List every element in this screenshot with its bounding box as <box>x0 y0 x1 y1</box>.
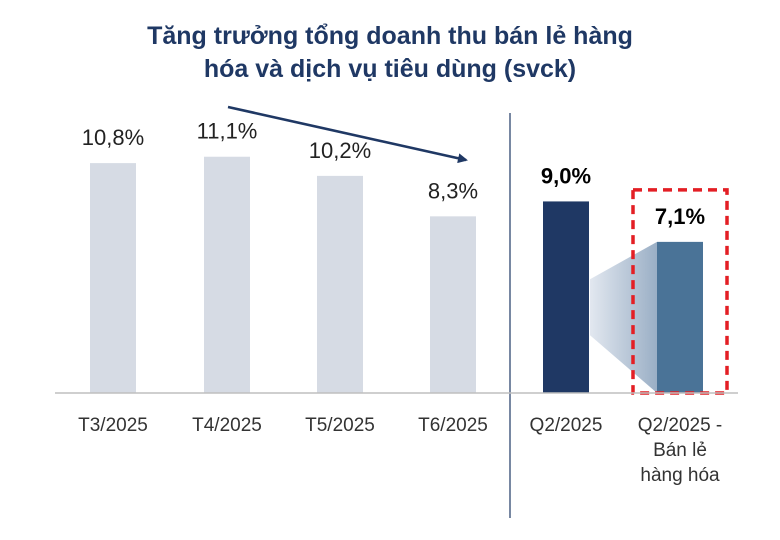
value-label-0: 10,8% <box>82 125 144 150</box>
value-label-3: 8,3% <box>428 178 478 203</box>
bar-4 <box>543 201 589 393</box>
x-tick-label-2: T5/2025 <box>305 415 375 436</box>
x-tick-label-5: Q2/2025 - Bán lẻ hàng hóa <box>638 415 723 486</box>
bar-3 <box>430 216 476 393</box>
bar-1 <box>204 156 250 393</box>
x-tick-label-4-line-0: Q2/2025 <box>530 415 603 436</box>
bar-5 <box>657 241 703 393</box>
x-tick-label-1: T4/2025 <box>192 415 262 436</box>
x-tick-label-5-line-2: hàng hóa <box>640 465 720 486</box>
x-tick-label-5-line-1: Bán lẻ <box>653 440 707 461</box>
chart-title: Tăng trưởng tổng doanh thu bán lẻ hàng h… <box>0 20 780 86</box>
bar-0 <box>90 163 136 393</box>
x-tick-label-3-line-0: T6/2025 <box>418 415 488 436</box>
x-tick-label-1-line-0: T4/2025 <box>192 415 262 436</box>
value-label-4: 9,0% <box>541 163 591 188</box>
x-tick-label-0: T3/2025 <box>78 415 148 436</box>
value-label-5: 7,1% <box>655 204 705 229</box>
x-tick-label-4: Q2/2025 <box>530 415 603 436</box>
x-tick-label-3: T6/2025 <box>418 415 488 436</box>
value-label-2: 10,2% <box>309 138 371 163</box>
value-label-1: 11,1% <box>197 119 258 144</box>
chart-title-line-1: Tăng trưởng tổng doanh thu bán lẻ hàng <box>147 22 633 50</box>
x-tick-label-0-line-0: T3/2025 <box>78 415 148 436</box>
highlight-box <box>631 188 729 395</box>
trend-arrow <box>227 105 468 164</box>
chart-title-line-2: hóa và dịch vụ tiêu dùng (svck) <box>203 55 577 83</box>
bar-2 <box>317 175 363 393</box>
x-tick-label-2-line-0: T5/2025 <box>305 415 375 436</box>
funnel-connector <box>590 241 657 393</box>
x-tick-label-5-line-0: Q2/2025 - <box>638 415 723 436</box>
